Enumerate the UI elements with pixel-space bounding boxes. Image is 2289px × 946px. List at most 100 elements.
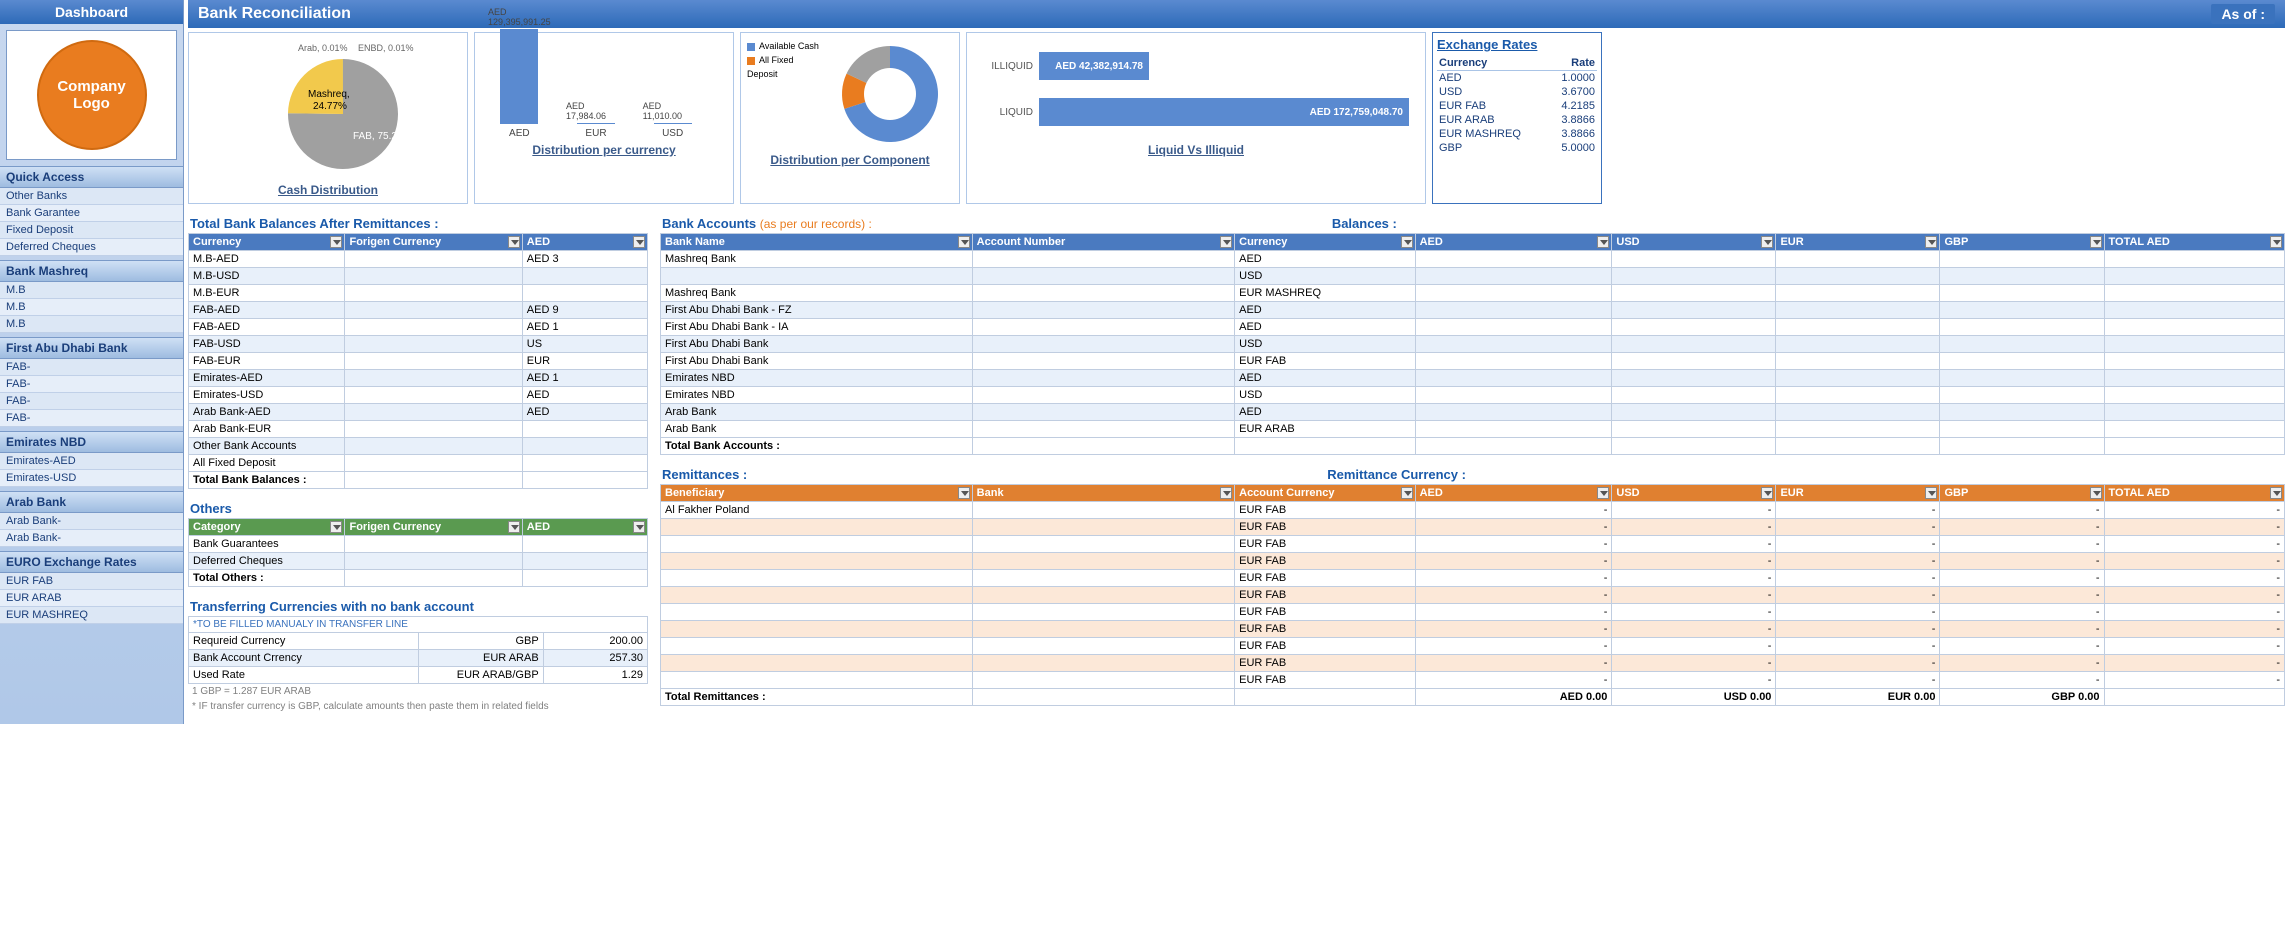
col-header[interactable]: Bank Name	[661, 234, 973, 251]
table-row: FAB-AEDAED 9	[189, 302, 648, 319]
pie-svg: Mashreq,24.77%FAB, 75.22%Arab, 0.01%ENBD…	[203, 39, 453, 179]
sidebar-item[interactable]: FAB-	[0, 376, 183, 393]
col-header[interactable]: Account Currency	[1235, 485, 1415, 502]
table-row: Al Fakher Poland—EUR FAB-----	[661, 502, 2285, 519]
col-header[interactable]: Currency	[1235, 234, 1415, 251]
col-header[interactable]: Currency	[189, 234, 345, 251]
bank-accounts-title: Bank Accounts (as per our records) :	[662, 216, 872, 231]
col-header[interactable]: AED	[1415, 485, 1612, 502]
total-row: Total Remittances :AED 0.00USD 0.00EUR 0…	[661, 689, 2285, 706]
sidebar-item[interactable]: Other Banks	[0, 188, 183, 205]
col-header[interactable]: TOTAL AED	[2104, 234, 2285, 251]
col-header[interactable]: Beneficiary	[661, 485, 973, 502]
sidebar-item[interactable]: FAB-	[0, 359, 183, 376]
table-row: —EUR FAB-----	[661, 553, 2285, 570]
filter-icon[interactable]	[1220, 236, 1232, 248]
table-row: —EUR FAB-----	[661, 621, 2285, 638]
sidebar-item[interactable]: M.B	[0, 282, 183, 299]
remittances-table: BeneficiaryBankAccount CurrencyAEDUSDEUR…	[660, 484, 2285, 706]
bar: AED 129,395,991.25AED	[489, 7, 549, 139]
col-header[interactable]: EUR	[1776, 485, 1940, 502]
sidebar-head[interactable]: Emirates NBD	[0, 431, 183, 453]
main-content: Bank Reconciliation As of : Mashreq,24.7…	[184, 0, 2289, 724]
filter-icon[interactable]	[633, 521, 645, 533]
col-header[interactable]: GBP	[1940, 485, 2104, 502]
sidebar-item[interactable]: Fixed Deposit	[0, 222, 183, 239]
filter-icon[interactable]	[2270, 487, 2282, 499]
balances-title: Balances :	[1332, 216, 1397, 231]
rate-row: EUR FAB4.2185	[1437, 99, 1597, 113]
filter-icon[interactable]	[1401, 487, 1413, 499]
table-row: First Abu Dhabi Bank - IA—AED—————	[661, 319, 2285, 336]
sidebar-item[interactable]: FAB-	[0, 410, 183, 427]
sidebar-head[interactable]: EURO Exchange Rates	[0, 551, 183, 573]
bank-accounts-table: Bank NameAccount NumberCurrencyAEDUSDEUR…	[660, 233, 2285, 455]
col-header[interactable]: Bank	[972, 485, 1234, 502]
table-row: First Abu Dhabi Bank—USD—————	[661, 336, 2285, 353]
sidebar-item[interactable]: Bank Garantee	[0, 205, 183, 222]
table-row: —EUR FAB-----	[661, 672, 2285, 689]
col-header[interactable]: Category	[189, 519, 345, 536]
filter-icon[interactable]	[1597, 236, 1609, 248]
liquid-illiquid-chart: ILLIQUIDAED 42,382,914.78LIQUIDAED 172,7…	[966, 32, 1426, 204]
col-header[interactable]: AED	[522, 519, 647, 536]
sidebar-item[interactable]: Emirates-USD	[0, 470, 183, 487]
filter-icon[interactable]	[1925, 236, 1937, 248]
filter-icon[interactable]	[508, 521, 520, 533]
filter-icon[interactable]	[1761, 487, 1773, 499]
filter-icon[interactable]	[633, 236, 645, 248]
filter-icon[interactable]	[2090, 236, 2102, 248]
filter-icon[interactable]	[958, 236, 970, 248]
col-header[interactable]: USD	[1612, 234, 1776, 251]
col-header[interactable]: EUR	[1776, 234, 1940, 251]
sidebar-item[interactable]: M.B	[0, 316, 183, 333]
sidebar-item[interactable]: Arab Bank-	[0, 530, 183, 547]
col-header[interactable]: TOTAL AED	[2104, 485, 2285, 502]
filter-icon[interactable]	[330, 236, 342, 248]
rates-table: Currency Rate AED1.0000USD3.6700EUR FAB4…	[1437, 56, 1597, 155]
filter-icon[interactable]	[330, 521, 342, 533]
sidebar-item[interactable]: Arab Bank-	[0, 513, 183, 530]
filter-icon[interactable]	[1220, 487, 1232, 499]
table-row: —EUR FAB-----	[661, 536, 2285, 553]
sidebar-item[interactable]: EUR MASHREQ	[0, 607, 183, 624]
table-row: Arab Bank-EUR	[189, 421, 648, 438]
col-header[interactable]: USD	[1612, 485, 1776, 502]
table-row: Arab Bank—AED—————	[661, 404, 2285, 421]
col-header[interactable]: Account Number	[972, 234, 1234, 251]
col-header[interactable]: AED	[1415, 234, 1612, 251]
col-header[interactable]: Forigen Currency	[345, 519, 522, 536]
sidebar-item[interactable]: Deferred Cheques	[0, 239, 183, 256]
col-header[interactable]: Forigen Currency	[345, 234, 522, 251]
table-row: M.B-EUR	[189, 285, 648, 302]
sidebar-item[interactable]: M.B	[0, 299, 183, 316]
filter-icon[interactable]	[1401, 236, 1413, 248]
filter-icon[interactable]	[508, 236, 520, 248]
sidebar-head[interactable]: Quick Access	[0, 166, 183, 188]
transfer-foot2: * IF transfer currency is GBP, calculate…	[188, 699, 648, 714]
sidebar-item[interactable]: FAB-	[0, 393, 183, 410]
sidebar-head[interactable]: First Abu Dhabi Bank	[0, 337, 183, 359]
filter-icon[interactable]	[2270, 236, 2282, 248]
filter-icon[interactable]	[1761, 236, 1773, 248]
sidebar-item[interactable]: EUR ARAB	[0, 590, 183, 607]
distribution-currency-chart: AED 129,395,991.25AEDAED 17,984.06EURAED…	[474, 32, 734, 204]
col-header[interactable]: GBP	[1940, 234, 2104, 251]
company-logo: Company Logo	[37, 40, 147, 150]
total-row: Total Bank Balances :	[189, 472, 648, 489]
sidebar-item[interactable]: Emirates-AED	[0, 453, 183, 470]
rate-row: USD3.6700	[1437, 85, 1597, 99]
sidebar-head[interactable]: Bank Mashreq	[0, 260, 183, 282]
table-row: Mashreq Bank—AED—————	[661, 251, 2285, 268]
col-header[interactable]: AED	[522, 234, 647, 251]
filter-icon[interactable]	[2090, 487, 2102, 499]
filter-icon[interactable]	[1597, 487, 1609, 499]
table-row: Other Bank Accounts	[189, 438, 648, 455]
table-row: First Abu Dhabi Bank—EUR FAB—————	[661, 353, 2285, 370]
table-row: Bank Guarantees	[189, 536, 648, 553]
legend-item: Available Cash	[747, 39, 825, 53]
sidebar-item[interactable]: EUR FAB	[0, 573, 183, 590]
filter-icon[interactable]	[958, 487, 970, 499]
sidebar-head[interactable]: Arab Bank	[0, 491, 183, 513]
filter-icon[interactable]	[1925, 487, 1937, 499]
